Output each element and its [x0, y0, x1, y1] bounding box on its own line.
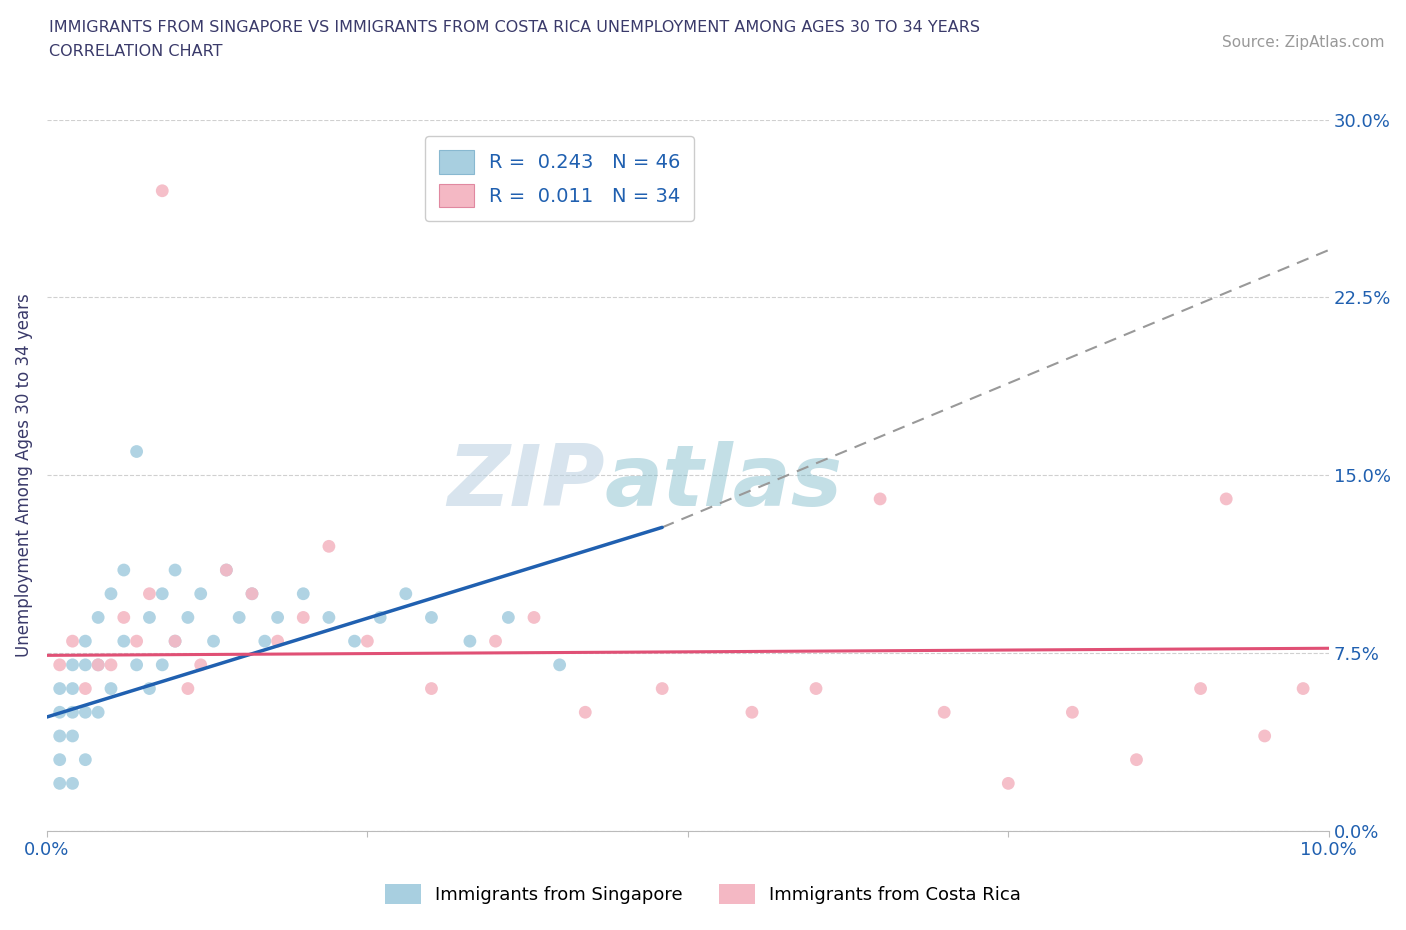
Point: [48, 728, 70, 743]
Text: atlas: atlas: [605, 441, 842, 524]
Point: [125, 633, 148, 648]
Point: [741, 705, 763, 720]
Point: [253, 633, 276, 648]
Point: [138, 586, 160, 601]
Point: [1062, 705, 1084, 720]
Point: [318, 610, 340, 625]
Point: [1215, 491, 1237, 506]
Point: [484, 633, 506, 648]
Point: [395, 586, 418, 601]
Point: [100, 681, 122, 696]
Point: [62, 658, 84, 672]
Point: [420, 681, 443, 696]
Point: [87, 658, 110, 672]
Point: [651, 681, 673, 696]
Text: ZIP: ZIP: [447, 441, 605, 524]
Point: [869, 491, 891, 506]
Point: [62, 728, 84, 743]
Point: [112, 563, 135, 578]
Point: [100, 586, 122, 601]
Point: [48, 752, 70, 767]
Point: [177, 610, 200, 625]
Point: [292, 610, 315, 625]
Point: [62, 681, 84, 696]
Point: [112, 610, 135, 625]
Point: [202, 633, 225, 648]
Point: [934, 705, 956, 720]
Point: [318, 538, 340, 553]
Text: IMMIGRANTS FROM SINGAPORE VS IMMIGRANTS FROM COSTA RICA UNEMPLOYMENT AMONG AGES : IMMIGRANTS FROM SINGAPORE VS IMMIGRANTS …: [49, 20, 980, 35]
Point: [87, 705, 110, 720]
Text: CORRELATION CHART: CORRELATION CHART: [49, 44, 222, 59]
Point: [138, 681, 160, 696]
Point: [48, 681, 70, 696]
Point: [150, 586, 173, 601]
Point: [292, 586, 315, 601]
Point: [1292, 681, 1315, 696]
Point: [75, 681, 97, 696]
Point: [548, 658, 571, 672]
Point: [165, 563, 187, 578]
Point: [240, 586, 263, 601]
Point: [75, 658, 97, 672]
Point: [150, 183, 173, 198]
Text: Source: ZipAtlas.com: Source: ZipAtlas.com: [1222, 35, 1385, 50]
Point: [458, 633, 481, 648]
Point: [215, 563, 238, 578]
Point: [343, 633, 366, 648]
Point: [48, 658, 70, 672]
Point: [165, 633, 187, 648]
Point: [48, 776, 70, 790]
Point: [190, 658, 212, 672]
Point: [1189, 681, 1212, 696]
Point: [125, 444, 148, 458]
Point: [125, 658, 148, 672]
Point: [228, 610, 250, 625]
Point: [165, 633, 187, 648]
Point: [266, 633, 288, 648]
Point: [804, 681, 827, 696]
Point: [112, 633, 135, 648]
Point: [1253, 728, 1275, 743]
Point: [177, 681, 200, 696]
Point: [62, 705, 84, 720]
Point: [997, 776, 1019, 790]
Point: [266, 610, 288, 625]
Point: [75, 705, 97, 720]
Point: [240, 586, 263, 601]
Point: [368, 610, 391, 625]
Point: [190, 586, 212, 601]
Point: [215, 563, 238, 578]
Point: [87, 610, 110, 625]
Point: [574, 705, 596, 720]
Point: [138, 610, 160, 625]
Point: [100, 658, 122, 672]
Legend: R =  0.243   N = 46, R =  0.011   N = 34: R = 0.243 N = 46, R = 0.011 N = 34: [425, 137, 695, 220]
Point: [87, 658, 110, 672]
Point: [523, 610, 546, 625]
Point: [62, 633, 84, 648]
Legend: Immigrants from Singapore, Immigrants from Costa Rica: Immigrants from Singapore, Immigrants fr…: [377, 876, 1029, 911]
Point: [356, 633, 378, 648]
Point: [150, 658, 173, 672]
Point: [75, 752, 97, 767]
Point: [1125, 752, 1147, 767]
Point: [420, 610, 443, 625]
Point: [498, 610, 520, 625]
Point: [62, 776, 84, 790]
Point: [48, 705, 70, 720]
Y-axis label: Unemployment Among Ages 30 to 34 years: Unemployment Among Ages 30 to 34 years: [15, 293, 32, 658]
Point: [75, 633, 97, 648]
